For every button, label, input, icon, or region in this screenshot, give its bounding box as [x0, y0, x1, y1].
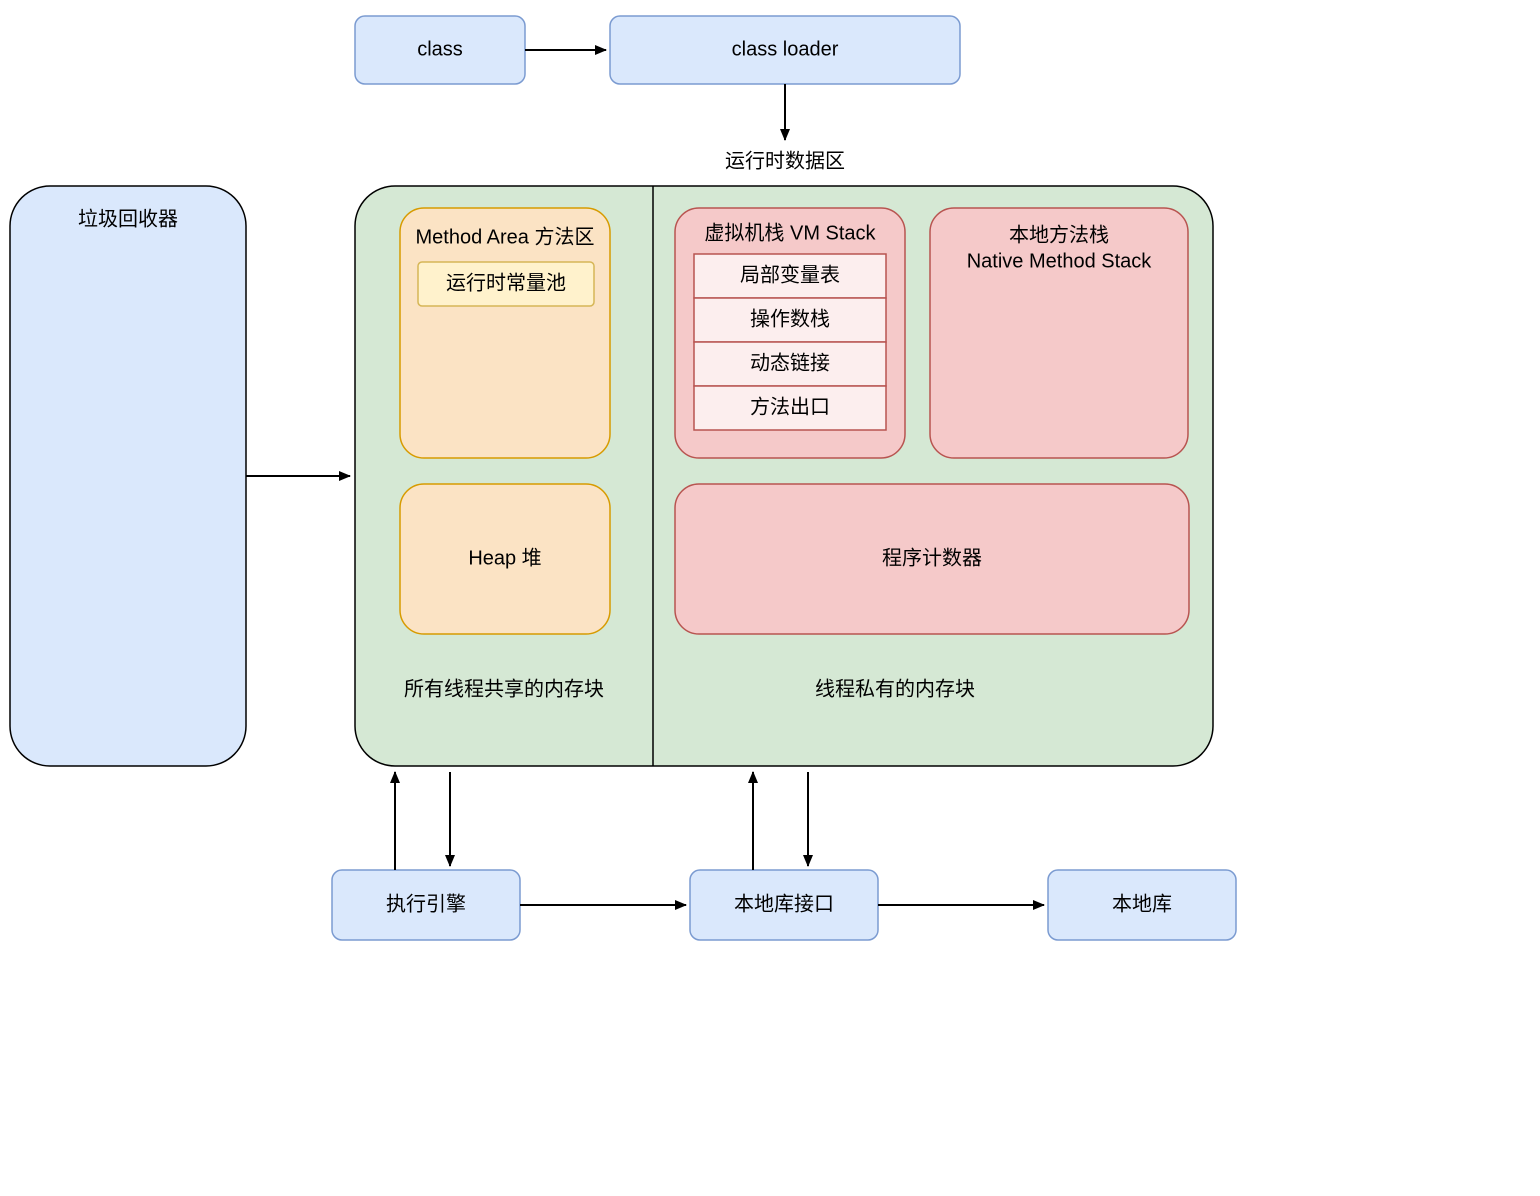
label-exec-engine: 执行引擎	[386, 892, 466, 915]
label-vm-stack-item-1: 操作数栈	[750, 307, 830, 330]
label-class: class	[417, 38, 463, 60]
label-runtime-data-area: 运行时数据区	[725, 149, 845, 172]
label-native-lib: 本地库	[1112, 892, 1172, 915]
label-vm-stack: 虚拟机栈 VM Stack	[704, 221, 876, 244]
label-native-interface: 本地库接口	[734, 892, 834, 915]
label-vm-stack-item-3: 方法出口	[750, 395, 830, 418]
label-pc-register: 程序计数器	[882, 546, 982, 569]
label-heap: Heap 堆	[468, 546, 541, 569]
label-shared-memory: 所有线程共享的内存块	[404, 677, 604, 700]
label-class-loader: class loader	[732, 38, 839, 60]
node-gc	[10, 186, 246, 766]
label-native-stack-2: Native Method Stack	[967, 250, 1153, 272]
label-vm-stack-item-0: 局部变量表	[740, 263, 840, 286]
label-constant-pool: 运行时常量池	[446, 271, 566, 294]
jvm-memory-diagram: class class loader 运行时数据区垃圾回收器 Method Area …	[0, 0, 1540, 1196]
label-private-memory: 线程私有的内存块	[815, 677, 975, 700]
label-gc: 垃圾回收器	[78, 207, 178, 230]
label-method-area: Method Area 方法区	[416, 225, 595, 248]
label-native-stack-1: 本地方法栈	[1009, 223, 1109, 246]
label-vm-stack-item-2: 动态链接	[750, 351, 830, 374]
